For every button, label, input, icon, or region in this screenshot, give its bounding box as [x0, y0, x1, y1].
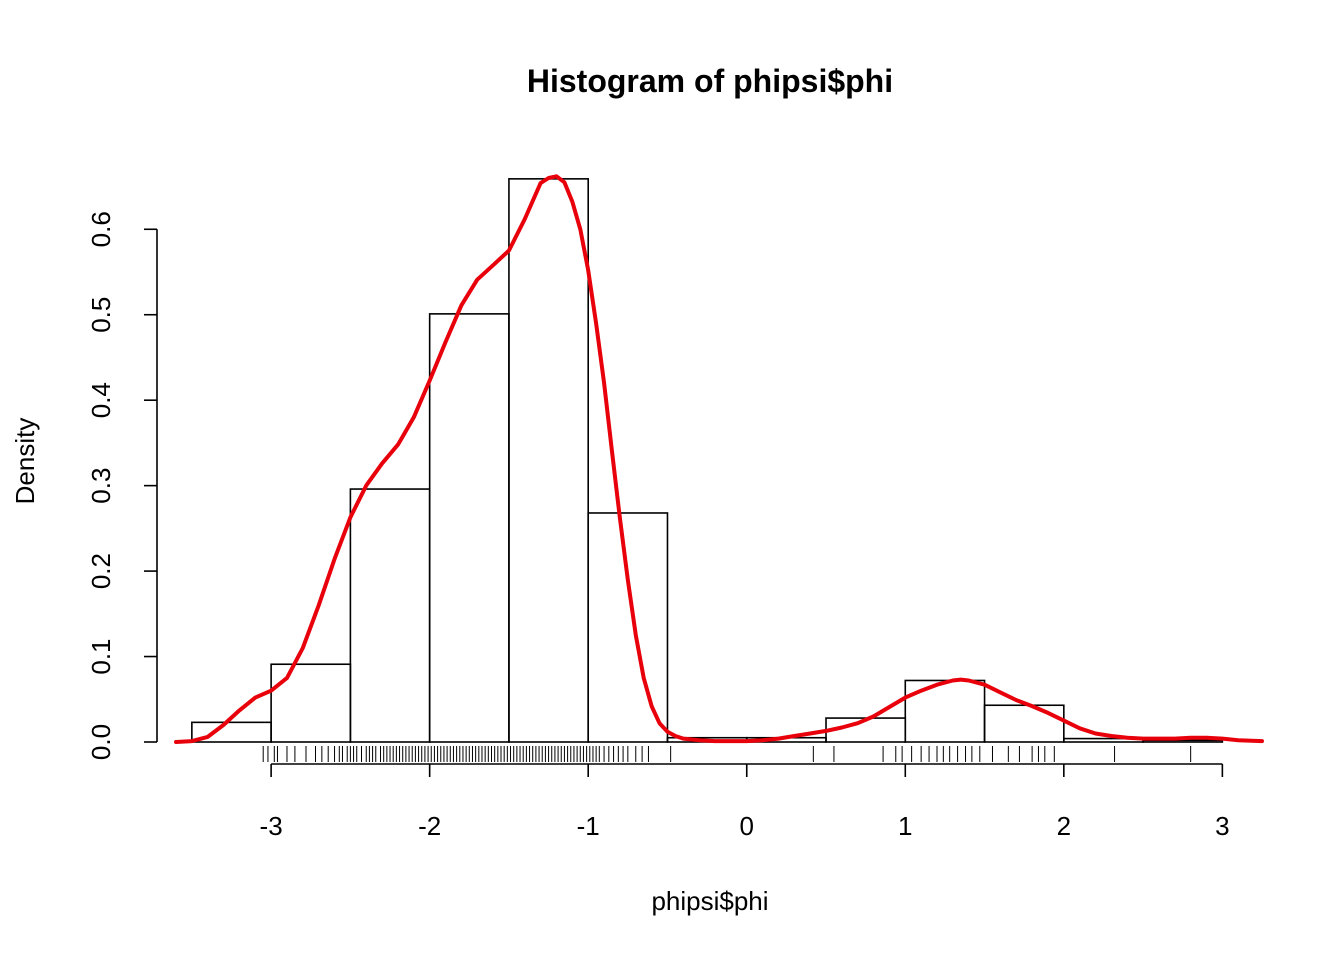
x-tick-label-5: 2	[1057, 811, 1071, 841]
histogram-bar-2	[349, 488, 431, 743]
x-tick-label-0: -3	[260, 811, 283, 841]
y-tick-label-1: 0.1	[86, 638, 116, 674]
histogram-bar-12	[1142, 739, 1224, 743]
rug-marks	[262, 746, 1192, 762]
histogram-bar-4	[508, 178, 590, 743]
y-tick-label-2: 0.2	[86, 553, 116, 589]
y-tick-label-3: 0.3	[86, 468, 116, 504]
histogram-bar-1	[270, 663, 352, 743]
histogram-bar-3	[428, 313, 510, 743]
x-tick-label-3: 0	[740, 811, 754, 841]
histogram-bar-10	[983, 704, 1065, 743]
histogram-bar-9	[904, 679, 986, 743]
x-tick-label-1: -2	[418, 811, 441, 841]
histogram-bar-5	[587, 512, 669, 743]
y-axis-label: Density	[10, 418, 40, 505]
x-axis-label: phipsi$phi	[651, 886, 768, 916]
x-tick-label-6: 3	[1215, 811, 1229, 841]
y-tick-label-5: 0.5	[86, 297, 116, 333]
y-axis: 0.0 0.1 0.2 0.3 0.4 0.5 0.6	[86, 211, 158, 760]
y-tick-label-0: 0.0	[86, 724, 116, 760]
x-tick-label-4: 1	[898, 811, 912, 841]
x-axis: -3 -2 -1 0 1 2 3	[260, 763, 1230, 841]
histogram-bars	[191, 178, 1224, 743]
chart-title: Histogram of phipsi$phi	[527, 63, 893, 99]
y-tick-label-4: 0.4	[86, 382, 116, 418]
y-tick-label-6: 0.6	[86, 211, 116, 247]
x-tick-label-2: -1	[577, 811, 600, 841]
density-curve	[174, 174, 1264, 744]
